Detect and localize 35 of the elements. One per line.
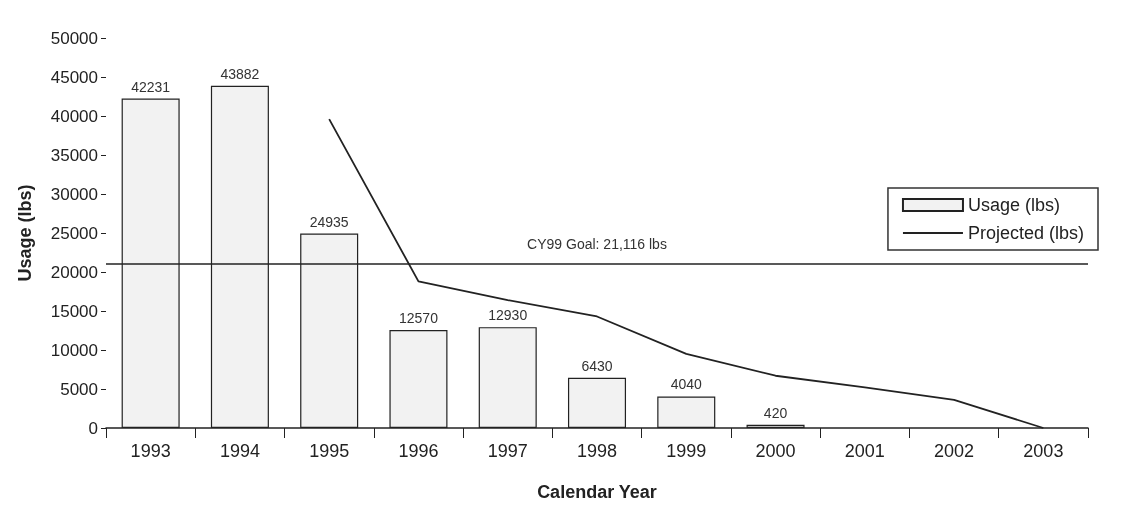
y-tick-label: 35000	[50, 145, 98, 165]
data-label: 24935	[309, 213, 349, 230]
x-tick-label: 1999	[666, 441, 707, 461]
y-tick-label: 40000	[50, 106, 98, 126]
x-tick-label: 1993	[130, 441, 171, 461]
data-label: 43882	[220, 65, 260, 82]
y-tick-label: 25000	[50, 223, 98, 243]
y-tick-label: 15000	[50, 301, 98, 321]
data-label: 420	[763, 404, 788, 421]
x-tick-label: 2003	[1023, 441, 1064, 461]
y-tick-label: 0	[88, 418, 98, 438]
data-label: 12930	[488, 307, 528, 324]
data-label: 4040	[670, 376, 703, 393]
x-tick-label: 1994	[219, 441, 260, 461]
data-label: 42231	[131, 78, 171, 95]
y-tick-label: 5000	[60, 379, 98, 399]
x-tick-label: 2000	[755, 441, 796, 461]
x-axis-title: Calendar Year	[537, 482, 657, 502]
x-tick-label: 2001	[844, 441, 885, 461]
y-tick-label: 50000	[50, 28, 98, 48]
data-label: 12570	[398, 309, 439, 326]
y-axis-title: Usage (lbs)	[15, 184, 35, 282]
y-tick-label: 10000	[50, 340, 98, 360]
data-label: 6430	[581, 357, 613, 374]
y-tick-label: 20000	[50, 262, 98, 282]
x-tick-label: 1997	[487, 441, 528, 461]
x-tick-label: 1996	[398, 441, 439, 461]
legend-label: Usage (lbs)	[967, 195, 1060, 215]
x-tick-label: 1998	[576, 441, 618, 461]
ref-line-label: CY99 Goal: 21,116 lbs	[527, 236, 667, 253]
x-tick-label: 1995	[309, 441, 350, 461]
x-tick-label: 2002	[934, 441, 975, 461]
y-tick-label: 30000	[50, 184, 98, 204]
legend-label: Projected (lbs)	[967, 223, 1084, 243]
y-tick-label: 45000	[50, 67, 98, 87]
